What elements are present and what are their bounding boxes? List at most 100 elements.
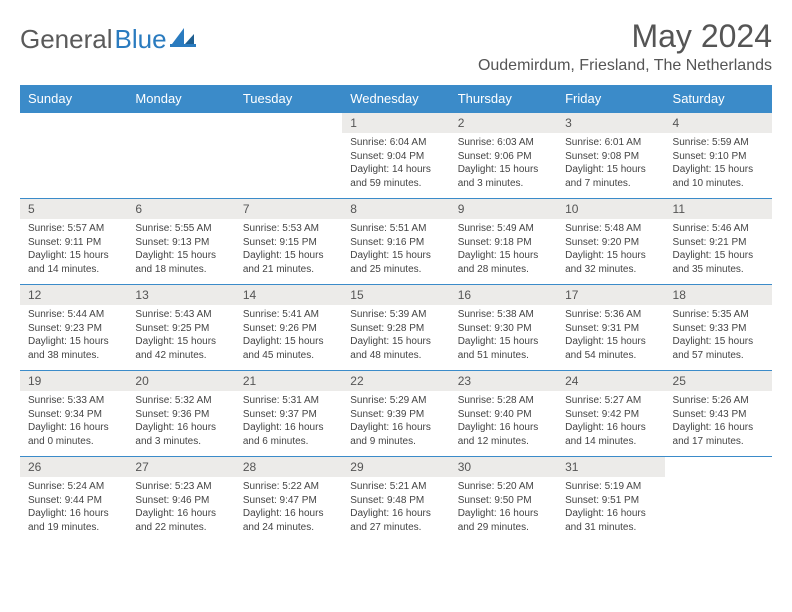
day-data: Sunrise: 5:51 AMSunset: 9:16 PMDaylight:… [342, 219, 449, 280]
calendar-table: Sunday Monday Tuesday Wednesday Thursday… [20, 85, 772, 543]
calendar-day-cell: 18Sunrise: 5:35 AMSunset: 9:33 PMDayligh… [665, 285, 772, 371]
calendar-week-row: 26Sunrise: 5:24 AMSunset: 9:44 PMDayligh… [20, 457, 772, 543]
weekday-monday: Monday [127, 85, 234, 113]
calendar-week-row: 5Sunrise: 5:57 AMSunset: 9:11 PMDaylight… [20, 199, 772, 285]
daylight-text: Daylight: 15 hours and 45 minutes. [243, 335, 334, 362]
sunset-text: Sunset: 9:39 PM [350, 408, 441, 422]
calendar-week-row: 1Sunrise: 6:04 AMSunset: 9:04 PMDaylight… [20, 113, 772, 199]
calendar-day-cell: 30Sunrise: 5:20 AMSunset: 9:50 PMDayligh… [450, 457, 557, 543]
brand-part2: Blue [115, 24, 167, 55]
day-data: Sunrise: 6:04 AMSunset: 9:04 PMDaylight:… [342, 133, 449, 194]
sunset-text: Sunset: 9:36 PM [135, 408, 226, 422]
sunrise-text: Sunrise: 5:38 AM [458, 308, 549, 322]
sunset-text: Sunset: 9:34 PM [28, 408, 119, 422]
calendar-day-cell: 3Sunrise: 6:01 AMSunset: 9:08 PMDaylight… [557, 113, 664, 199]
daylight-text: Daylight: 16 hours and 9 minutes. [350, 421, 441, 448]
sunrise-text: Sunrise: 5:24 AM [28, 480, 119, 494]
daylight-text: Daylight: 15 hours and 18 minutes. [135, 249, 226, 276]
daylight-text: Daylight: 15 hours and 21 minutes. [243, 249, 334, 276]
sunrise-text: Sunrise: 5:23 AM [135, 480, 226, 494]
day-data: Sunrise: 5:23 AMSunset: 9:46 PMDaylight:… [127, 477, 234, 538]
weekday-wednesday: Wednesday [342, 85, 449, 113]
day-data: Sunrise: 5:36 AMSunset: 9:31 PMDaylight:… [557, 305, 664, 366]
calendar-day-cell: 11Sunrise: 5:46 AMSunset: 9:21 PMDayligh… [665, 199, 772, 285]
calendar-day-cell: 22Sunrise: 5:29 AMSunset: 9:39 PMDayligh… [342, 371, 449, 457]
daylight-text: Daylight: 15 hours and 28 minutes. [458, 249, 549, 276]
day-data: Sunrise: 5:21 AMSunset: 9:48 PMDaylight:… [342, 477, 449, 538]
day-number: 22 [342, 371, 449, 391]
day-data: Sunrise: 5:53 AMSunset: 9:15 PMDaylight:… [235, 219, 342, 280]
daylight-text: Daylight: 16 hours and 31 minutes. [565, 507, 656, 534]
sunset-text: Sunset: 9:50 PM [458, 494, 549, 508]
sunset-text: Sunset: 9:18 PM [458, 236, 549, 250]
day-data: Sunrise: 5:31 AMSunset: 9:37 PMDaylight:… [235, 391, 342, 452]
daylight-text: Daylight: 15 hours and 25 minutes. [350, 249, 441, 276]
daylight-text: Daylight: 15 hours and 35 minutes. [673, 249, 764, 276]
sunrise-text: Sunrise: 5:57 AM [28, 222, 119, 236]
calendar-week-row: 19Sunrise: 5:33 AMSunset: 9:34 PMDayligh… [20, 371, 772, 457]
day-data: Sunrise: 5:46 AMSunset: 9:21 PMDaylight:… [665, 219, 772, 280]
sunrise-text: Sunrise: 5:20 AM [458, 480, 549, 494]
day-number: 19 [20, 371, 127, 391]
daylight-text: Daylight: 16 hours and 0 minutes. [28, 421, 119, 448]
day-number: 30 [450, 457, 557, 477]
day-number: 17 [557, 285, 664, 305]
day-number: 4 [665, 113, 772, 133]
sunset-text: Sunset: 9:48 PM [350, 494, 441, 508]
daylight-text: Daylight: 15 hours and 14 minutes. [28, 249, 119, 276]
daylight-text: Daylight: 15 hours and 7 minutes. [565, 163, 656, 190]
sunrise-text: Sunrise: 5:26 AM [673, 394, 764, 408]
day-data: Sunrise: 5:48 AMSunset: 9:20 PMDaylight:… [557, 219, 664, 280]
day-number: 8 [342, 199, 449, 219]
sunrise-text: Sunrise: 5:44 AM [28, 308, 119, 322]
brand-part1: General [20, 24, 113, 55]
calendar-day-cell: 8Sunrise: 5:51 AMSunset: 9:16 PMDaylight… [342, 199, 449, 285]
daylight-text: Daylight: 16 hours and 19 minutes. [28, 507, 119, 534]
daylight-text: Daylight: 16 hours and 27 minutes. [350, 507, 441, 534]
calendar-day-cell: 17Sunrise: 5:36 AMSunset: 9:31 PMDayligh… [557, 285, 664, 371]
day-data: Sunrise: 5:44 AMSunset: 9:23 PMDaylight:… [20, 305, 127, 366]
sunrise-text: Sunrise: 5:41 AM [243, 308, 334, 322]
day-data: Sunrise: 5:43 AMSunset: 9:25 PMDaylight:… [127, 305, 234, 366]
day-data: Sunrise: 5:27 AMSunset: 9:42 PMDaylight:… [557, 391, 664, 452]
daylight-text: Daylight: 16 hours and 14 minutes. [565, 421, 656, 448]
weekday-saturday: Saturday [665, 85, 772, 113]
day-data: Sunrise: 5:26 AMSunset: 9:43 PMDaylight:… [665, 391, 772, 452]
day-number: 21 [235, 371, 342, 391]
daylight-text: Daylight: 15 hours and 10 minutes. [673, 163, 764, 190]
sunrise-text: Sunrise: 5:48 AM [565, 222, 656, 236]
calendar-day-cell: 4Sunrise: 5:59 AMSunset: 9:10 PMDaylight… [665, 113, 772, 199]
sunrise-text: Sunrise: 5:35 AM [673, 308, 764, 322]
sunrise-text: Sunrise: 5:53 AM [243, 222, 334, 236]
sunrise-text: Sunrise: 5:33 AM [28, 394, 119, 408]
calendar-day-cell: 21Sunrise: 5:31 AMSunset: 9:37 PMDayligh… [235, 371, 342, 457]
daylight-text: Daylight: 15 hours and 54 minutes. [565, 335, 656, 362]
daylight-text: Daylight: 15 hours and 48 minutes. [350, 335, 441, 362]
sunset-text: Sunset: 9:37 PM [243, 408, 334, 422]
header: GeneralBlue May 2024 Oudemirdum, Friesla… [20, 18, 772, 75]
calendar-day-cell: 16Sunrise: 5:38 AMSunset: 9:30 PMDayligh… [450, 285, 557, 371]
calendar-day-cell: 29Sunrise: 5:21 AMSunset: 9:48 PMDayligh… [342, 457, 449, 543]
calendar-day-cell: 24Sunrise: 5:27 AMSunset: 9:42 PMDayligh… [557, 371, 664, 457]
day-data: Sunrise: 5:49 AMSunset: 9:18 PMDaylight:… [450, 219, 557, 280]
calendar-day-cell: 6Sunrise: 5:55 AMSunset: 9:13 PMDaylight… [127, 199, 234, 285]
sunset-text: Sunset: 9:40 PM [458, 408, 549, 422]
daylight-text: Daylight: 14 hours and 59 minutes. [350, 163, 441, 190]
day-number: 12 [20, 285, 127, 305]
sunset-text: Sunset: 9:23 PM [28, 322, 119, 336]
daylight-text: Daylight: 15 hours and 3 minutes. [458, 163, 549, 190]
sunset-text: Sunset: 9:13 PM [135, 236, 226, 250]
sunrise-text: Sunrise: 5:32 AM [135, 394, 226, 408]
sunrise-text: Sunrise: 5:36 AM [565, 308, 656, 322]
calendar-day-cell [127, 113, 234, 199]
sunset-text: Sunset: 9:16 PM [350, 236, 441, 250]
sunrise-text: Sunrise: 5:31 AM [243, 394, 334, 408]
sunset-text: Sunset: 9:46 PM [135, 494, 226, 508]
calendar-day-cell: 20Sunrise: 5:32 AMSunset: 9:36 PMDayligh… [127, 371, 234, 457]
day-number: 26 [20, 457, 127, 477]
month-title: May 2024 [478, 18, 772, 55]
day-data: Sunrise: 5:39 AMSunset: 9:28 PMDaylight:… [342, 305, 449, 366]
sunrise-text: Sunrise: 5:51 AM [350, 222, 441, 236]
sunset-text: Sunset: 9:30 PM [458, 322, 549, 336]
sunset-text: Sunset: 9:26 PM [243, 322, 334, 336]
